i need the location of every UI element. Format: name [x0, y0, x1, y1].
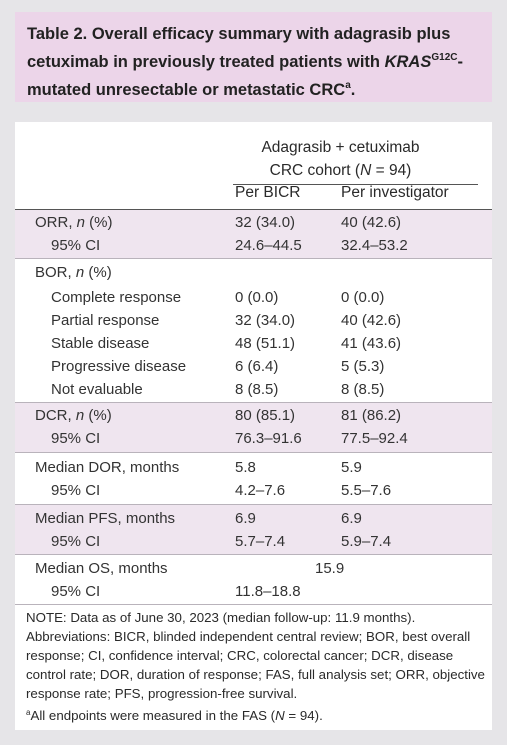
- cell-bicr: 5.8: [235, 459, 256, 476]
- row-separator: [15, 452, 492, 453]
- cell-investigator: 77.5–92.4: [341, 430, 408, 447]
- row-label: BOR, n (%): [35, 264, 112, 281]
- column-header-bicr: Per BICR: [235, 184, 301, 201]
- table-row: DCR, n (%) 80 (85.1) 81 (86.2): [15, 405, 492, 427]
- header-rule-bottom: [15, 209, 492, 210]
- table-row: 95% CI 76.3–91.6 77.5–92.4: [15, 428, 492, 450]
- cell-bicr: 24.6–44.5: [235, 237, 302, 254]
- row-label: Complete response: [51, 289, 182, 306]
- row-label: Stable disease: [51, 335, 150, 352]
- cell-investigator: 41 (43.6): [341, 335, 402, 352]
- column-group-header-line1: Adagrasib + cetuximab: [261, 139, 420, 156]
- row-separator: [15, 402, 492, 403]
- title-gene: KRAS: [384, 53, 432, 71]
- row-label: Median DOR, months: [35, 459, 180, 476]
- row-separator: [15, 604, 492, 605]
- cell-bicr: 8 (8.5): [235, 381, 279, 398]
- title-text-1: Overall efficacy summary with adagrasib …: [27, 25, 451, 71]
- title-gene-sup: G12C: [431, 52, 458, 63]
- table-title: Table 2. Overall efficacy summary with a…: [15, 12, 492, 102]
- cell-bicr: 0 (0.0): [235, 289, 279, 306]
- row-label: 95% CI: [51, 482, 101, 499]
- cell-investigator: 6.9: [341, 510, 362, 527]
- table-row: Median PFS, months 6.9 6.9: [15, 508, 492, 530]
- table-row: Complete response 0 (0.0) 0 (0.0): [15, 287, 492, 309]
- cell-investigator: 5 (5.3): [341, 358, 385, 375]
- table-row: ORR, n (%) 32 (34.0) 40 (42.6): [15, 212, 492, 234]
- cell-bicr: 4.2–7.6: [235, 482, 286, 499]
- cell-bicr: 6 (6.4): [235, 358, 279, 375]
- table-row: Partial response 32 (34.0) 40 (42.6): [15, 310, 492, 332]
- row-label: Not evaluable: [51, 381, 143, 398]
- cell-investigator: 5.9–7.4: [341, 533, 392, 550]
- table-row: Progressive disease 6 (6.4) 5 (5.3): [15, 356, 492, 378]
- row-separator: [15, 504, 492, 505]
- header-rule-top: [233, 184, 478, 185]
- cell-investigator: 5.5–7.6: [341, 482, 392, 499]
- cell-investigator: 40 (42.6): [341, 214, 402, 231]
- cell-bicr: 32 (34.0): [235, 312, 296, 329]
- title-end: .: [350, 81, 356, 99]
- row-label: Partial response: [51, 312, 160, 329]
- cell-investigator: 8 (8.5): [341, 381, 385, 398]
- row-label: 95% CI: [51, 430, 101, 447]
- cell-investigator: 40 (42.6): [341, 312, 402, 329]
- table-row: 95% CI 4.2–7.6 5.5–7.6: [15, 480, 492, 502]
- table-row: Stable disease 48 (51.1) 41 (43.6): [15, 333, 492, 355]
- title-footnote-mark: a: [345, 80, 351, 91]
- cell-bicr: 80 (85.1): [235, 407, 296, 424]
- cell-investigator: 5.9: [341, 459, 362, 476]
- cell-investigator: 81 (86.2): [341, 407, 402, 424]
- row-label: 95% CI: [51, 533, 101, 550]
- table-row: Median OS, months 15.9: [15, 558, 492, 580]
- row-separator: [15, 258, 492, 259]
- cell-bicr: 48 (51.1): [235, 335, 296, 352]
- cell-investigator: 32.4–53.2: [341, 237, 408, 254]
- row-label: 95% CI: [51, 583, 101, 600]
- row-label: DCR, n (%): [35, 407, 112, 424]
- cell-bicr: 5.7–7.4: [235, 533, 286, 550]
- footnote: aAll endpoints were measured in the FAS …: [26, 708, 323, 723]
- table-notes: NOTE: Data as of June 30, 2023 (median f…: [26, 608, 488, 725]
- row-label: Progressive disease: [51, 358, 187, 375]
- column-group-header-line2: CRC cohort (N = 94): [269, 162, 412, 179]
- row-label: Median OS, months: [35, 560, 168, 577]
- cell-investigator: 0 (0.0): [341, 289, 385, 306]
- table-row: 95% CI 11.8–18.8: [15, 581, 492, 603]
- cell-bicr: 76.3–91.6: [235, 430, 302, 447]
- row-band-pfs: [15, 504, 492, 554]
- title-text-2: -mutated unresectable or metastatic CRC: [27, 53, 463, 99]
- table-row: 95% CI 5.7–7.4 5.9–7.4: [15, 531, 492, 553]
- table-number: Table 2.: [27, 25, 88, 43]
- abbreviations: Abbreviations: BICR, blinded independent…: [26, 629, 485, 701]
- row-label: 95% CI: [51, 237, 101, 254]
- table-row: 95% CI 24.6–44.5 32.4–53.2: [15, 235, 492, 257]
- table-row: Median DOR, months 5.8 5.9: [15, 457, 492, 479]
- cell-combined: 15.9: [315, 560, 345, 577]
- column-header-investigator: Per investigator: [341, 184, 449, 201]
- row-label: ORR, n (%): [35, 214, 113, 231]
- row-separator: [15, 554, 492, 555]
- row-band-orr: [15, 210, 492, 258]
- table-row: BOR, n (%): [15, 262, 492, 284]
- cell-bicr: 6.9: [235, 510, 256, 527]
- row-band-dcr: [15, 402, 492, 452]
- cell-bicr: 32 (34.0): [235, 214, 296, 231]
- table-row: Not evaluable 8 (8.5) 8 (8.5): [15, 379, 492, 401]
- cell-bicr: 11.8–18.8: [235, 583, 301, 600]
- row-label: Median PFS, months: [35, 510, 176, 527]
- note-line: NOTE: Data as of June 30, 2023 (median f…: [26, 610, 416, 625]
